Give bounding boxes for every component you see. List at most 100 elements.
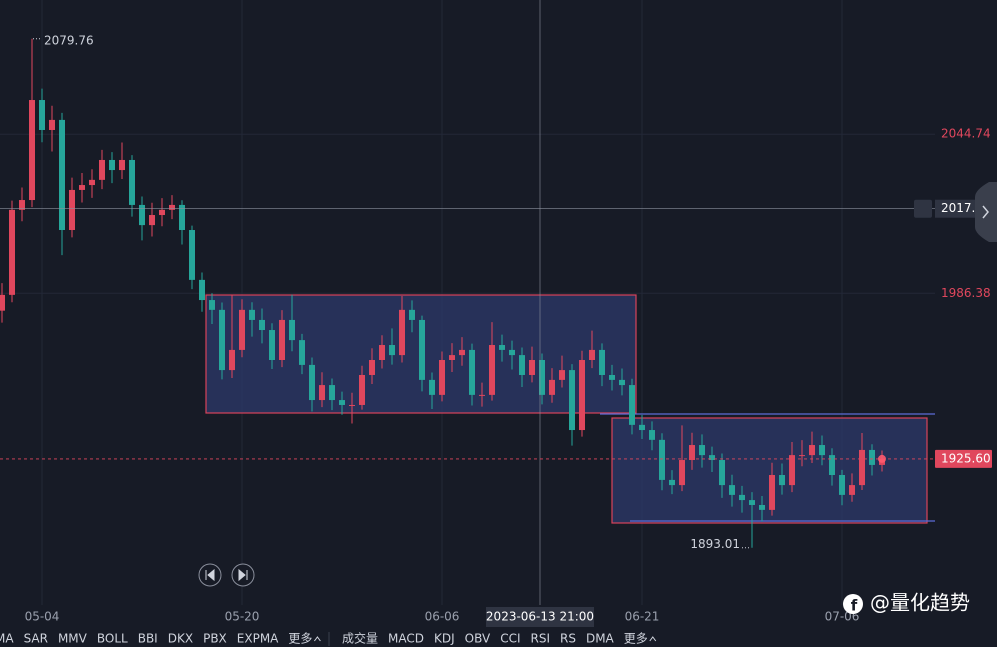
- candle-body: [839, 475, 845, 495]
- candle-body: [829, 455, 835, 476]
- candle-body: [409, 309, 415, 320]
- candle-body: [269, 330, 275, 361]
- x-tick-label: 05-20: [225, 610, 260, 624]
- indicator-tab[interactable]: CCI: [500, 632, 520, 646]
- indicator-tab[interactable]: DMA: [586, 632, 615, 646]
- max-label: 2079.76: [44, 33, 94, 47]
- candle-body: [449, 355, 455, 361]
- indicator-tab[interactable]: SAR: [24, 632, 48, 646]
- y-tick-label: 1986.38: [941, 286, 991, 300]
- candle-body: [739, 494, 745, 501]
- candle-body: [229, 349, 235, 371]
- watermark-icon: f: [843, 594, 863, 615]
- candle-body: [159, 209, 165, 216]
- min-label: 1893.01: [690, 537, 740, 551]
- candle-body: [29, 100, 35, 201]
- indicator-tab[interactable]: MMV: [58, 632, 88, 646]
- indicator-tab[interactable]: KDJ: [434, 632, 455, 646]
- candle-body: [9, 209, 15, 295]
- candle-body: [329, 385, 335, 401]
- caret: [314, 636, 321, 642]
- candle-body: [849, 485, 855, 495]
- candle-body: [169, 204, 175, 210]
- candle-body: [759, 504, 765, 510]
- candle-body: [509, 349, 515, 356]
- candle-body: [479, 394, 485, 396]
- indicator-tab[interactable]: BOLL: [97, 632, 128, 646]
- indicator-tab[interactable]: OBV: [465, 632, 491, 646]
- candle-body: [679, 460, 685, 486]
- indicator-tab[interactable]: MA: [0, 632, 14, 646]
- indicator-tab[interactable]: EXPMA: [237, 632, 279, 646]
- candle-body: [79, 185, 85, 190]
- indicator-tab[interactable]: MACD: [388, 632, 424, 646]
- candle-body: [789, 455, 795, 486]
- candle-body: [589, 349, 595, 361]
- prev-button[interactable]: [198, 563, 222, 587]
- candle-body: [539, 360, 545, 395]
- alert-icon: [914, 199, 932, 218]
- candle-body: [619, 379, 625, 386]
- candle-body: [349, 404, 355, 406]
- candle-body: [769, 475, 775, 510]
- candle-body: [49, 119, 55, 130]
- indicator-tab[interactable]: 更多: [288, 632, 312, 646]
- candle-body: [279, 319, 285, 361]
- candle-body: [69, 189, 75, 231]
- candle-body: [179, 204, 185, 231]
- candle-body: [379, 345, 385, 361]
- candle-body: [39, 100, 45, 130]
- candle-body: [669, 479, 675, 486]
- candle-body: [709, 455, 715, 461]
- candle-body: [649, 430, 655, 440]
- candle-body: [299, 340, 305, 365]
- candle-body: [389, 345, 395, 356]
- indicator-tab[interactable]: PBX: [203, 632, 227, 646]
- x-tick-label: 06-06: [425, 610, 460, 624]
- x-tick-label: 05-04: [25, 610, 60, 624]
- candle-body: [339, 400, 345, 405]
- candle-body: [519, 355, 525, 375]
- last-price-dot: [878, 454, 886, 463]
- candle-body: [629, 385, 635, 425]
- candle-body: [689, 445, 695, 461]
- candle-body: [489, 345, 495, 395]
- indicator-tab[interactable]: RSI: [530, 632, 550, 646]
- candles: [0, 38, 885, 548]
- last-price-label: 1925.60: [941, 451, 991, 465]
- candle-body: [809, 445, 815, 456]
- candle-body: [369, 360, 375, 375]
- candle-body: [599, 349, 605, 375]
- candle-body: [239, 309, 245, 350]
- indicator-tab[interactable]: DKX: [168, 632, 193, 646]
- candle-body: [209, 300, 215, 310]
- candle-body: [189, 230, 195, 280]
- candle-body: [639, 424, 645, 431]
- candle-body: [819, 445, 825, 456]
- last-price-box: [935, 449, 992, 468]
- y-tick-label: 2044.74: [941, 127, 991, 141]
- side-tab[interactable]: [975, 182, 997, 242]
- candle-body: [549, 379, 555, 395]
- toolbar: [0, 630, 997, 647]
- candle-body: [399, 309, 405, 356]
- crosshair-time-box: [486, 607, 594, 627]
- crosshair-time: 2023-06-13 21:00: [486, 610, 594, 624]
- candle-body: [799, 455, 805, 457]
- candle-body: [129, 159, 135, 205]
- candle-body: [309, 364, 315, 401]
- candle-body: [149, 215, 155, 226]
- candle-body: [529, 360, 535, 375]
- indicator-tab[interactable]: RS: [560, 632, 576, 646]
- candle-body: [559, 370, 565, 380]
- next-button[interactable]: [231, 563, 255, 587]
- candle-body: [579, 360, 585, 431]
- indicator-tab[interactable]: 更多: [624, 632, 648, 646]
- candle-body: [469, 349, 475, 395]
- candle-body: [59, 119, 65, 231]
- indicator-tab[interactable]: 成交量: [342, 631, 378, 646]
- candle-body: [89, 179, 95, 186]
- indicator-tab[interactable]: BBI: [138, 632, 158, 646]
- candle-body: [859, 449, 865, 486]
